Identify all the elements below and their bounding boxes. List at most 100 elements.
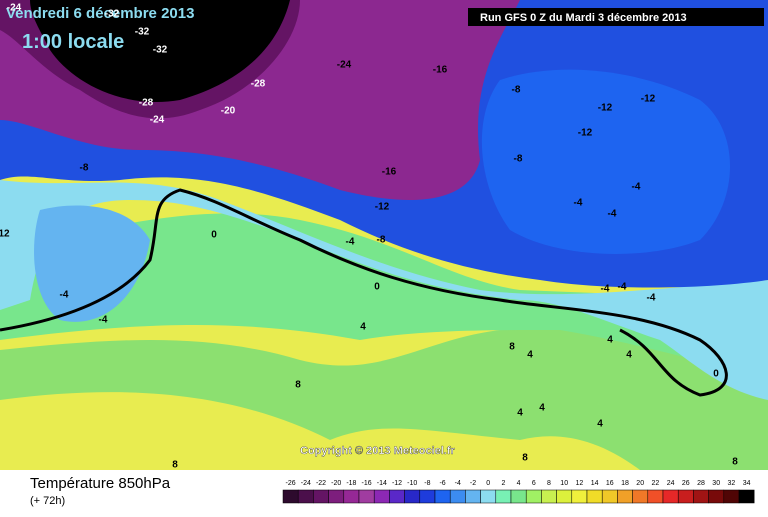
scale-swatch	[480, 489, 497, 504]
scale-swatch	[693, 489, 709, 504]
scale-swatch	[297, 489, 314, 504]
scale-label: 10	[560, 480, 568, 487]
contour-label: -4	[346, 237, 355, 248]
color-scale: -26 -24 -22 -20 -18 -16 -14 -12 -10 -8 -6 -4 -2 0 2 4 6 8…	[282, 480, 755, 504]
contour-label: -4	[574, 198, 583, 209]
contour-label: -20	[221, 106, 236, 117]
scale-label: -14	[377, 480, 387, 487]
scale-label: -6	[439, 480, 445, 487]
scale-swatch	[571, 489, 588, 504]
scale-label: -18	[346, 480, 356, 487]
scale-swatch	[328, 489, 345, 504]
contour-label: -16	[433, 65, 448, 76]
scale-label: 32	[728, 480, 736, 487]
scale-swatch	[373, 489, 390, 504]
scale-swatch	[556, 489, 573, 504]
scale-label: 20	[636, 480, 644, 487]
scale-label: 4	[517, 480, 521, 487]
scale-label: 30	[712, 480, 720, 487]
scale-swatch	[632, 489, 649, 504]
contour-label: -28	[251, 79, 266, 90]
contour-label: 4	[607, 335, 613, 346]
scale-label: -2	[470, 480, 476, 487]
scale-label: -20	[331, 480, 341, 487]
contour-label: 0	[211, 230, 217, 241]
scale-swatch	[738, 489, 755, 504]
contour-label: 4	[539, 403, 545, 414]
contour-label: -12	[641, 94, 656, 105]
legend-title: Température 850hPa	[30, 475, 171, 492]
scale-label: 12	[576, 480, 584, 487]
contour-labels: -24-32-32-32-28-28-20-24-24 -16-8-12-12-1…	[0, 3, 738, 471]
contour-label: -12	[375, 202, 390, 213]
scale-label: 24	[667, 480, 675, 487]
scale-label: 28	[697, 480, 705, 487]
scale-label: -16	[362, 480, 372, 487]
scale-swatch	[404, 489, 421, 504]
contour-label: -4	[618, 282, 627, 293]
map-title: Vendredi 6 décembre 2013	[6, 5, 194, 22]
contour-label: -8	[512, 85, 521, 96]
scale-swatch	[677, 489, 694, 504]
scale-label: 18	[621, 480, 629, 487]
contour-label: 0	[713, 369, 719, 380]
contour-label: -4	[608, 209, 617, 220]
scale-label: 34	[743, 480, 751, 487]
contour-label: -24	[150, 115, 165, 126]
scale-swatch	[449, 489, 466, 504]
contour-label: 12	[0, 229, 10, 240]
contour-label: -4	[99, 315, 108, 326]
contour-label: -24	[337, 60, 352, 71]
legend-subtitle: (+ 72h)	[30, 495, 65, 507]
scale-label: -12	[392, 480, 402, 487]
scale-label: -10	[407, 480, 417, 487]
scale-swatch	[647, 489, 664, 504]
scale-label: 6	[532, 480, 536, 487]
scale-label: 14	[591, 480, 599, 487]
scale-swatch	[282, 489, 299, 504]
scale-label: 0	[486, 480, 490, 487]
scale-label: -26	[286, 480, 296, 487]
contour-label: 4	[527, 350, 533, 361]
contour-label: 4	[626, 350, 632, 361]
contour-label: 4	[517, 408, 523, 419]
contour-label: 8	[172, 460, 178, 471]
contour-label: -4	[601, 284, 610, 295]
scale-swatch	[358, 489, 375, 504]
contour-label: -12	[598, 103, 613, 114]
contour-label: -28	[139, 98, 154, 109]
scale-label: -22	[316, 480, 326, 487]
run-info: Run GFS 0 Z du Mardi 3 décembre 2013	[480, 12, 687, 24]
contour-label: -32	[105, 9, 120, 20]
scale-swatch	[662, 489, 679, 504]
contour-label: 4	[597, 419, 603, 430]
contour-label: -8	[377, 235, 386, 246]
run-box	[468, 8, 764, 26]
copyright: Copyright © 2013 Meteociel.fr	[300, 445, 456, 457]
contour-label: 4	[360, 322, 366, 333]
scale-swatch	[601, 489, 618, 504]
scale-label: 26	[682, 480, 690, 487]
scale-swatch	[541, 489, 557, 504]
scale-label: 2	[501, 480, 505, 487]
scale-swatch	[434, 489, 451, 504]
scale-label: -8	[424, 480, 430, 487]
scale-swatch	[343, 489, 360, 504]
scale-swatch	[708, 489, 725, 504]
scale-label: 16	[606, 480, 614, 487]
scale-label: -24	[301, 480, 311, 487]
contour-label: -4	[60, 290, 69, 301]
scale-label: 22	[652, 480, 660, 487]
scale-swatch	[723, 489, 740, 504]
scale-swatch	[389, 489, 405, 504]
scale-label: 8	[547, 480, 551, 487]
contour-label: -12	[578, 128, 593, 139]
scale-swatch	[495, 489, 512, 504]
contour-label: -8	[80, 163, 89, 174]
scale-swatch	[617, 489, 633, 504]
scale-swatch	[525, 489, 542, 504]
contour-label: 8	[522, 453, 528, 464]
contour-label: 0	[374, 282, 380, 293]
contour-label: 8	[295, 380, 301, 391]
